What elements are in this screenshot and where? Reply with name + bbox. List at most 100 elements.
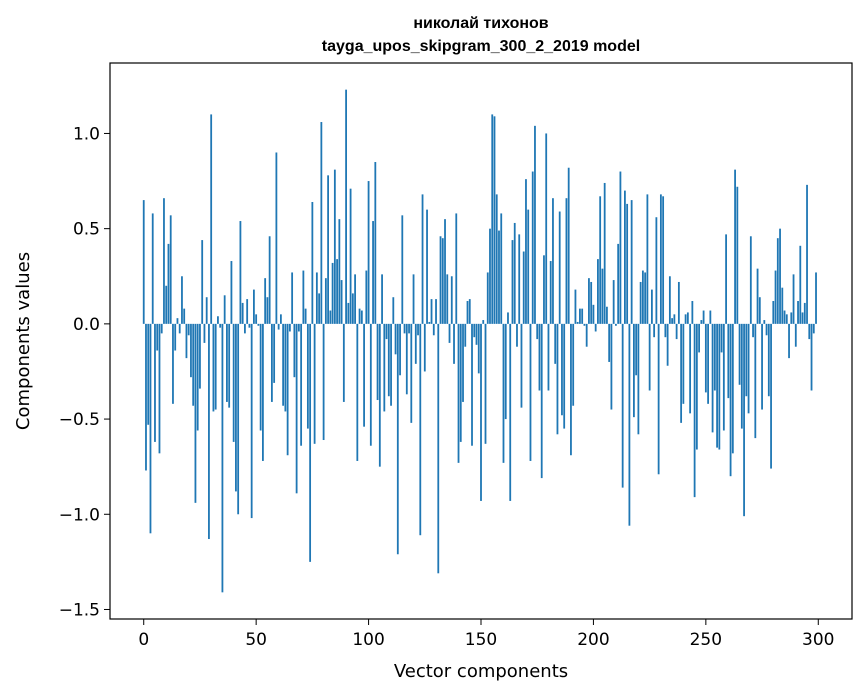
bar [610, 323, 613, 410]
bar [581, 308, 584, 324]
bar [378, 323, 381, 467]
bar [686, 312, 689, 324]
bar [525, 179, 527, 324]
bar [235, 323, 237, 492]
bar [320, 122, 323, 324]
x-axis: 0 50 100 150 200 250 300 [138, 619, 834, 650]
bar [633, 323, 635, 418]
bar [363, 323, 365, 427]
bar [142, 200, 145, 324]
bar [767, 323, 770, 397]
x-axis-label: Vector components [394, 661, 568, 682]
bar [803, 302, 806, 324]
bar [502, 323, 505, 463]
bar [702, 310, 705, 324]
bar [612, 280, 615, 324]
bar [349, 188, 352, 324]
y-axis: −1.5 −1.0 −0.5 0.0 0.5 1.0 [59, 124, 110, 620]
bar [374, 162, 377, 324]
bar [486, 272, 489, 324]
bar [259, 323, 262, 431]
bar [270, 323, 273, 402]
bar [761, 323, 763, 410]
y-tick-label: 0.0 [73, 315, 100, 335]
bar [628, 323, 631, 526]
y-tick-label: −1.5 [59, 600, 100, 620]
bar [369, 323, 372, 446]
bar [372, 221, 374, 324]
bar [158, 323, 161, 454]
bar [347, 302, 350, 324]
bar [543, 255, 545, 324]
bar [700, 320, 703, 324]
bar [318, 293, 321, 324]
bar [556, 323, 559, 435]
bar [718, 323, 721, 450]
bar [396, 323, 399, 555]
bar [327, 175, 329, 324]
bar [720, 323, 723, 353]
bar [468, 299, 471, 324]
bar [570, 323, 572, 456]
bar [439, 236, 442, 324]
bar [309, 323, 312, 562]
bar [336, 259, 338, 324]
bar [246, 299, 249, 324]
bar [176, 318, 179, 324]
y-axis-label: Components values [13, 252, 34, 430]
y-tick-label: 0.5 [73, 220, 100, 240]
bar [792, 274, 795, 324]
bar [779, 228, 781, 324]
bar [597, 259, 599, 324]
bar [435, 299, 437, 324]
bar [181, 276, 183, 324]
bar [790, 312, 793, 324]
bar [217, 316, 219, 324]
bar [199, 323, 201, 389]
bar [156, 323, 159, 351]
bar [484, 323, 487, 444]
bar [430, 299, 433, 324]
bar [801, 312, 804, 324]
bar [606, 306, 608, 324]
bar [529, 323, 532, 461]
bar [522, 251, 525, 324]
bar [196, 323, 199, 431]
bar [410, 323, 413, 423]
bar [192, 323, 195, 406]
bar [324, 278, 327, 324]
bar [244, 323, 246, 334]
bar [459, 323, 462, 442]
bar [194, 323, 197, 503]
bar [273, 323, 276, 383]
bar [421, 194, 424, 324]
bar [682, 323, 685, 404]
bar [657, 323, 660, 475]
bar [214, 323, 217, 410]
bar [205, 297, 208, 324]
bar [288, 323, 291, 332]
bar [414, 323, 417, 364]
bar [241, 302, 244, 324]
bar [401, 215, 404, 324]
bar [295, 323, 298, 494]
y-tick-label: 1.0 [73, 124, 100, 144]
bar [360, 310, 363, 324]
bar [408, 323, 410, 334]
bar [450, 276, 453, 324]
bar [693, 323, 696, 498]
bar [711, 323, 714, 433]
bar [160, 323, 163, 334]
bar [763, 320, 766, 324]
bar [185, 323, 188, 359]
bar [509, 323, 512, 501]
bar [403, 323, 406, 334]
bar [399, 323, 401, 376]
bar [673, 314, 676, 324]
bar [635, 323, 638, 376]
bar [477, 323, 480, 374]
bar [500, 213, 503, 324]
x-tick-label: 100 [352, 630, 384, 650]
bar [208, 323, 210, 540]
